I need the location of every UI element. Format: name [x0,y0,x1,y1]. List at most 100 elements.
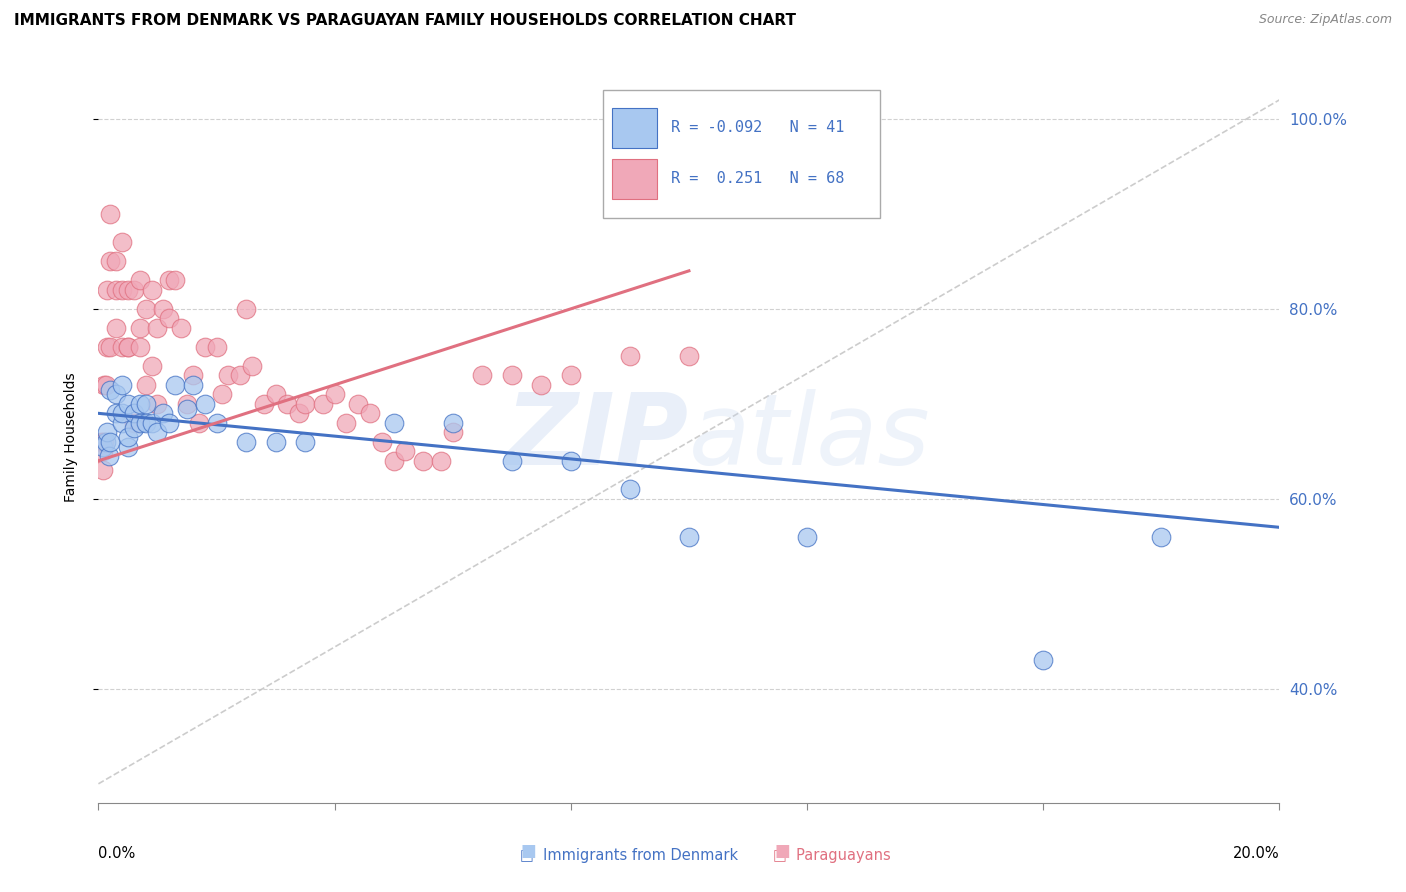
Point [117,340,139,354]
Point [294,397,316,411]
Point [141,416,163,430]
Point [93,377,115,392]
Point [382,416,405,430]
Text: 20.0%: 20.0% [1233,846,1279,861]
Point [181,377,204,392]
Point [111,235,134,250]
Point [146,425,169,440]
Point [560,368,582,383]
Point [96,283,118,297]
Point [122,416,145,430]
Point [105,254,128,268]
Point [194,340,217,354]
Text: □  Immigrants from Denmark: □ Immigrants from Denmark [520,848,738,863]
Point [141,283,163,297]
Point [235,301,257,316]
Point [135,377,157,392]
Point [264,434,287,449]
Point [98,383,121,397]
Point [678,530,700,544]
Point [90,434,112,449]
Y-axis label: Family Households: Family Households [63,372,77,502]
Point [105,283,128,297]
Point [146,397,169,411]
Point [796,530,818,544]
Point [335,416,357,430]
Point [128,321,150,335]
Point [170,321,193,335]
Point [205,340,228,354]
Point [122,406,145,420]
Point [371,434,394,449]
Point [165,377,187,392]
Point [229,368,252,383]
Point [117,430,139,444]
Point [1150,530,1173,544]
Bar [612,159,657,200]
Point [146,321,169,335]
Point [253,397,276,411]
Point [152,301,174,316]
Point [128,397,150,411]
Point [98,254,121,268]
Point [98,434,121,449]
Point [105,406,128,420]
Point [181,368,204,383]
Point [240,359,263,373]
Point [323,387,346,401]
Point [1032,653,1054,667]
Point [91,440,114,454]
Point [111,406,134,420]
Point [135,301,157,316]
Point [235,434,257,449]
Point [441,425,464,440]
Point [165,273,187,287]
Point [135,397,157,411]
Point [98,340,121,354]
Point [105,387,128,401]
Point [471,368,494,383]
Point [176,401,198,416]
Point [288,406,311,420]
Bar [612,108,657,148]
Point [96,340,118,354]
Point [141,359,163,373]
Point [98,207,121,221]
Point [91,444,114,458]
Text: R =  0.251   N = 68: R = 0.251 N = 68 [671,171,845,186]
Point [157,311,180,326]
Point [382,454,405,468]
Point [501,454,523,468]
Point [211,387,233,401]
Point [122,283,145,297]
Point [111,377,134,392]
Point [117,340,139,354]
Point [94,434,117,449]
Point [111,283,134,297]
Point [194,397,217,411]
Point [394,444,416,458]
Text: ■: ■ [520,842,536,860]
Point [96,425,118,440]
Point [98,449,121,463]
Point [678,349,700,363]
Point [441,416,464,430]
Text: □  Paraguayans: □ Paraguayans [773,848,891,863]
Point [560,454,582,468]
Point [135,416,157,430]
Point [157,273,180,287]
Point [619,483,641,497]
Point [111,416,134,430]
Text: R = -0.092   N = 41: R = -0.092 N = 41 [671,120,845,136]
Point [217,368,239,383]
Text: ■: ■ [775,842,790,860]
Point [176,397,198,411]
Point [347,397,370,411]
Point [187,416,209,430]
Point [276,397,298,411]
Point [93,434,115,449]
Point [117,283,139,297]
Point [619,349,641,363]
Point [152,406,174,420]
Point [128,273,150,287]
